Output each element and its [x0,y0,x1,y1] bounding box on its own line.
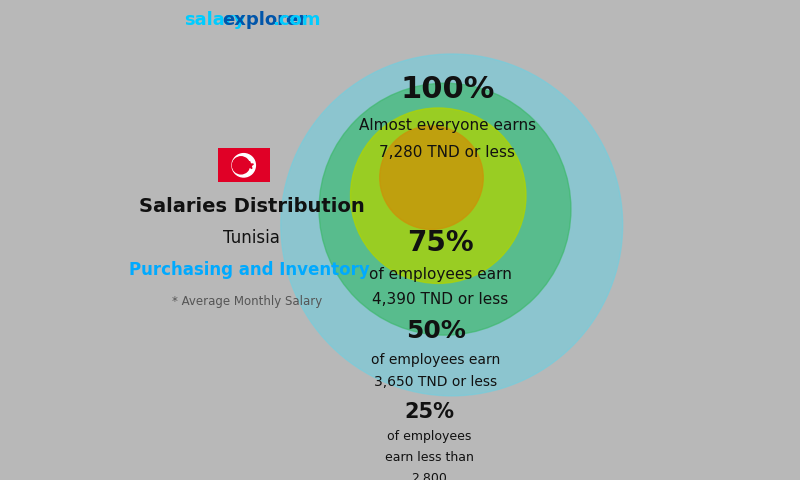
Text: explorer: explorer [222,11,307,29]
Bar [400,0,422,450]
Bar [310,0,333,450]
Text: 75%: 75% [407,229,474,257]
Text: Almost everyone earns: Almost everyone earns [358,119,536,133]
Text: 25%: 25% [404,402,454,421]
Text: 100%: 100% [400,75,494,105]
Text: * Average Monthly Salary: * Average Monthly Salary [172,295,322,308]
Text: of employees earn: of employees earn [371,353,501,367]
Bar [220,0,242,450]
Bar [265,0,287,450]
Polygon shape [246,161,254,168]
Bar [218,148,270,182]
Bar [378,0,400,450]
Circle shape [319,83,571,335]
Bar [513,0,535,450]
Text: .com: .com [272,11,320,29]
Text: earn less than: earn less than [385,451,474,464]
Bar [242,0,265,450]
Text: Purchasing and Inventory: Purchasing and Inventory [129,261,370,279]
Bar [287,0,310,450]
Bar [490,0,513,450]
Text: 4,390 TND or less: 4,390 TND or less [372,292,509,307]
Circle shape [350,108,526,283]
Circle shape [281,54,622,396]
Circle shape [380,126,483,229]
Bar [445,0,467,450]
Text: 50%: 50% [406,319,466,343]
Circle shape [232,154,255,177]
Bar [580,0,602,450]
Text: Salaries Distribution: Salaries Distribution [138,197,365,216]
Text: 2,800: 2,800 [411,472,447,480]
Text: 7,280 TND or less: 7,280 TND or less [379,145,515,160]
Bar [467,0,490,450]
Bar [175,0,198,450]
Bar [198,0,220,450]
Bar [355,0,378,450]
Text: of employees earn: of employees earn [369,267,512,282]
Text: 3,650 TND or less: 3,650 TND or less [374,375,498,389]
Text: salary: salary [184,11,246,29]
Bar [558,0,580,450]
Bar [602,0,625,450]
Text: Tunisia: Tunisia [223,229,280,247]
Circle shape [233,157,250,174]
Bar [333,0,355,450]
Bar [535,0,558,450]
Bar [422,0,445,450]
Text: of employees: of employees [387,430,471,443]
